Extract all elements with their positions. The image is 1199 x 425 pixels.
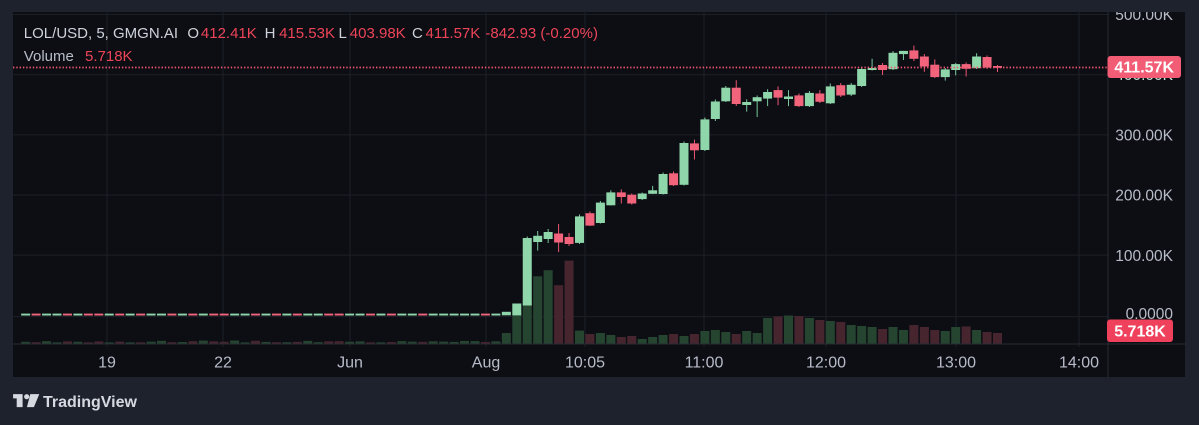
svg-text:L: L: [339, 25, 347, 42]
svg-text:LOL/USD, 5, GMGN.AI: LOL/USD, 5, GMGN.AI: [24, 25, 178, 42]
svg-text:13:00: 13:00: [936, 355, 976, 372]
svg-text:200.00K: 200.00K: [1115, 188, 1173, 205]
svg-text:100.00K: 100.00K: [1115, 248, 1173, 265]
svg-text:5.718K: 5.718K: [1114, 324, 1166, 341]
svg-text:-842.93 (-0.20%): -842.93 (-0.20%): [485, 25, 598, 42]
svg-text:TradingView: TradingView: [43, 394, 138, 411]
svg-text:C: C: [412, 25, 423, 42]
svg-text:14:00: 14:00: [1059, 355, 1099, 372]
svg-text:O: O: [187, 25, 199, 42]
svg-text:300.00K: 300.00K: [1115, 127, 1173, 144]
svg-text:411.57K: 411.57K: [1114, 60, 1174, 77]
svg-text:412.41K: 412.41K: [201, 25, 257, 42]
svg-text:22: 22: [214, 355, 232, 372]
svg-text:10:05: 10:05: [565, 355, 605, 372]
svg-text:19: 19: [98, 355, 116, 372]
svg-text:0.0000: 0.0000: [1126, 306, 1174, 323]
svg-text:H: H: [265, 25, 276, 42]
svg-text:5.718K: 5.718K: [85, 48, 133, 65]
svg-text:Jun: Jun: [337, 355, 363, 372]
svg-text:11:00: 11:00: [685, 355, 724, 372]
svg-text:411.57K: 411.57K: [426, 25, 481, 42]
svg-text:12:00: 12:00: [806, 355, 846, 372]
svg-text:403.98K: 403.98K: [350, 25, 406, 42]
svg-text:Aug: Aug: [472, 355, 500, 372]
svg-text:415.53K: 415.53K: [279, 25, 335, 42]
svg-text:Volume: Volume: [24, 48, 74, 65]
